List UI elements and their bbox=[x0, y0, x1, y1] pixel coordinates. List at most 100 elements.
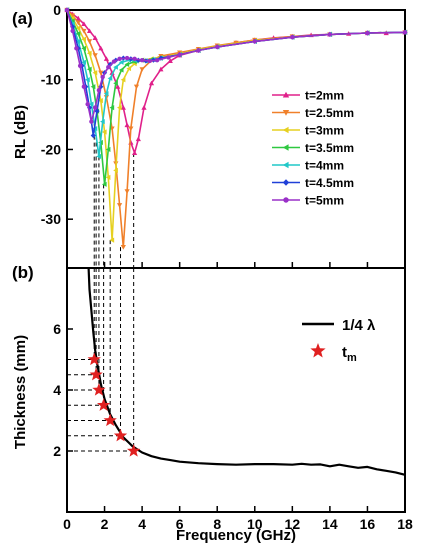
data-point bbox=[74, 46, 79, 51]
legend-label: t=4mm bbox=[305, 159, 344, 173]
tm-star-point bbox=[103, 413, 117, 427]
data-point bbox=[103, 56, 110, 61]
data-point bbox=[89, 119, 94, 124]
panel-a-guides bbox=[93, 121, 135, 268]
legend-label: tm bbox=[342, 344, 357, 364]
x-tick-label: 2 bbox=[101, 516, 109, 532]
y-tick-label: 6 bbox=[53, 321, 61, 337]
legend-entry: t=2mm bbox=[272, 89, 344, 103]
panel-b-legend: 1/4 λ tm bbox=[302, 317, 376, 364]
data-point bbox=[167, 58, 173, 63]
panel-a-legend: t=2mm t=2.5mm t=3mm t=3.5mm t=4mm t=4.5mm t=5m… bbox=[272, 89, 354, 208]
data-point bbox=[120, 245, 126, 250]
data-point bbox=[103, 91, 109, 97]
y-tick-label: -30 bbox=[41, 211, 61, 227]
data-point bbox=[90, 132, 96, 139]
data-point bbox=[120, 77, 126, 83]
data-point bbox=[113, 64, 118, 70]
data-point bbox=[70, 24, 76, 30]
data-point bbox=[64, 7, 70, 13]
data-point bbox=[70, 28, 75, 34]
data-point bbox=[81, 45, 86, 51]
x-tick-label: 12 bbox=[285, 516, 301, 532]
tm-star-point bbox=[87, 352, 101, 366]
series-b-1 bbox=[87, 352, 141, 457]
data-point bbox=[77, 63, 83, 68]
y-tick-label: 4 bbox=[53, 382, 61, 398]
data-point bbox=[88, 101, 94, 107]
data-point bbox=[107, 75, 113, 81]
data-point bbox=[115, 84, 121, 89]
legend-label: t=3mm bbox=[305, 124, 344, 138]
legend-label: t=3.5mm bbox=[305, 141, 354, 155]
data-point bbox=[133, 84, 140, 90]
data-point bbox=[113, 80, 118, 86]
panel-a-y-axis-title: RL (dB) bbox=[12, 105, 29, 159]
data-point bbox=[92, 105, 98, 110]
panel-a: (a) RL (dB) -30 -20 -10 0 t=2mm t=2.5mm t=3mm… bbox=[12, 2, 408, 269]
data-point bbox=[148, 80, 155, 86]
series-a-6 bbox=[64, 7, 408, 124]
data-point bbox=[139, 67, 145, 72]
panel-b-label: (b) bbox=[12, 263, 34, 282]
data-point bbox=[85, 77, 90, 83]
legend-label: 1/4 λ bbox=[342, 317, 376, 334]
data-point bbox=[158, 66, 164, 72]
panel-b-x-axis-title: Frequency (GHz) bbox=[176, 527, 296, 544]
x-tick-label: 8 bbox=[213, 516, 221, 532]
data-point bbox=[120, 105, 126, 110]
data-point bbox=[111, 59, 117, 64]
data-point bbox=[75, 25, 81, 31]
y-tick-label: -10 bbox=[41, 72, 61, 88]
legend-entry: t=3mm bbox=[272, 124, 344, 138]
legend-entry-quarter-wavelength: 1/4 λ bbox=[302, 317, 376, 334]
data-point bbox=[81, 36, 86, 42]
legend-swatch-marker bbox=[282, 109, 290, 116]
data-point bbox=[86, 50, 92, 56]
legend-label-subscript: m bbox=[347, 352, 357, 364]
data-point bbox=[196, 48, 201, 53]
data-point bbox=[92, 53, 98, 58]
panel-b-y-axis-title: Thickness (mm) bbox=[12, 335, 29, 449]
legend-entry-tm: tm bbox=[310, 343, 357, 364]
data-point bbox=[94, 108, 100, 114]
data-point bbox=[113, 167, 118, 173]
data-point bbox=[75, 31, 81, 37]
legend-entry: t=2.5mm bbox=[272, 106, 354, 120]
x-tick-label: 14 bbox=[322, 516, 338, 532]
data-point bbox=[81, 59, 86, 65]
series-a-5 bbox=[64, 7, 408, 139]
data-point bbox=[154, 57, 160, 63]
y-tick-label: 2 bbox=[53, 443, 61, 459]
data-point bbox=[177, 52, 182, 57]
quarter-wavelength-curve bbox=[87, 267, 406, 476]
data-point bbox=[101, 181, 107, 187]
data-point bbox=[98, 70, 104, 76]
data-point bbox=[101, 129, 107, 135]
x-tick-label: 0 bbox=[63, 516, 71, 532]
legend-label: t=5mm bbox=[305, 194, 344, 208]
series-b-0 bbox=[87, 267, 406, 476]
panel-b-guides bbox=[67, 268, 135, 452]
data-point bbox=[124, 55, 130, 61]
data-point bbox=[117, 56, 122, 62]
data-point bbox=[86, 66, 92, 72]
tm-star-point bbox=[89, 367, 103, 381]
x-tick-label: 4 bbox=[138, 516, 146, 532]
tm-star-point bbox=[127, 444, 141, 457]
data-point bbox=[116, 203, 123, 208]
data-point bbox=[135, 136, 141, 142]
data-point bbox=[124, 61, 130, 67]
data-point bbox=[124, 189, 130, 194]
legend-label: t=2.5mm bbox=[305, 106, 354, 120]
data-point bbox=[402, 30, 408, 35]
data-point bbox=[96, 153, 102, 160]
data-point bbox=[81, 84, 87, 89]
legend-swatch-marker bbox=[282, 144, 289, 151]
legend-entry: t=5mm bbox=[272, 194, 344, 208]
data-point bbox=[132, 56, 137, 62]
x-tick-label: 18 bbox=[397, 516, 413, 532]
series-line bbox=[66, 9, 406, 186]
legend-label: t=2mm bbox=[305, 89, 344, 103]
